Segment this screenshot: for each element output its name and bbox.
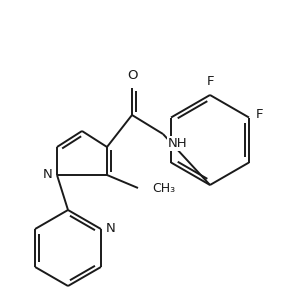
Text: NH: NH bbox=[168, 137, 188, 150]
Text: F: F bbox=[206, 75, 214, 88]
Text: N: N bbox=[106, 222, 116, 235]
Text: CH₃: CH₃ bbox=[152, 182, 175, 194]
Text: O: O bbox=[127, 69, 137, 82]
Text: F: F bbox=[256, 108, 264, 121]
Text: N: N bbox=[42, 169, 52, 182]
